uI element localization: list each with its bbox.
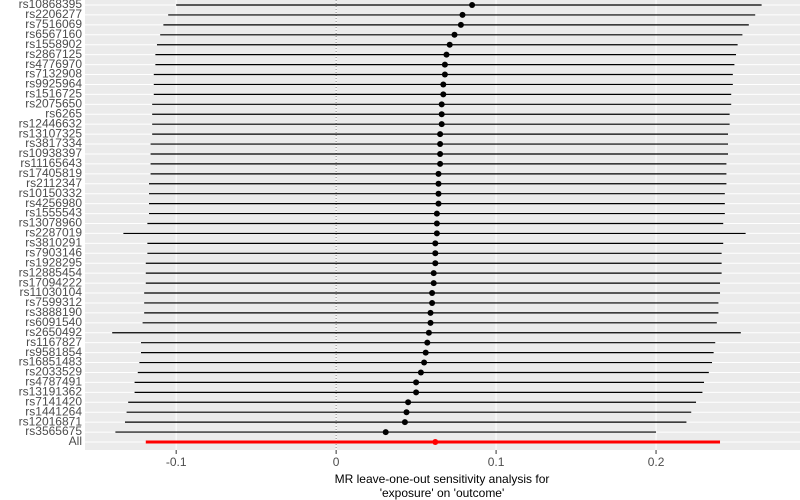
estimate-point [433, 230, 440, 237]
estimate-point [432, 250, 439, 257]
x-axis-title: MR leave-one-out sensitivity analysis fo… [335, 472, 550, 486]
y-tick-label: rs17094222 [19, 275, 83, 289]
y-tick-label: rs2075650 [25, 96, 82, 110]
y-tick-label: rs7141420 [25, 394, 82, 408]
y-tick-label: rs1441264 [25, 404, 82, 418]
estimate-point [435, 180, 442, 187]
estimate-point [437, 141, 444, 148]
x-tick-label: 0 [333, 455, 340, 469]
x-tick-label: 0.1 [488, 455, 505, 469]
estimate-point [421, 359, 428, 366]
estimate-point [432, 240, 439, 247]
estimate-point [437, 160, 444, 167]
y-tick-label: rs12885454 [19, 265, 83, 279]
estimate-point [443, 51, 450, 58]
estimate-point [427, 309, 434, 316]
estimate-point [430, 270, 437, 277]
estimate-point [413, 379, 420, 386]
y-tick-label: rs10868395 [19, 0, 83, 11]
x-tick-label: 0.2 [648, 455, 665, 469]
y-tick-label: rs2867125 [25, 47, 82, 61]
estimate-point [424, 339, 431, 346]
estimate-point [425, 329, 432, 336]
y-tick-label: rs7516069 [25, 17, 82, 31]
y-tick-label: rs16851483 [19, 355, 83, 369]
x-axis-title: 'exposure' on 'outcome' [380, 486, 505, 500]
estimate-point [440, 91, 447, 98]
y-tick-label: rs4256980 [25, 196, 82, 210]
y-tick-label: rs3817334 [25, 136, 82, 150]
y-tick-label: rs4787491 [25, 375, 82, 389]
y-tick-label: rs1928295 [25, 255, 82, 269]
estimate-point [451, 31, 458, 38]
estimate-point [435, 200, 442, 207]
y-tick-label: rs1555543 [25, 206, 82, 220]
y-tick-label: rs9925964 [25, 77, 82, 91]
y-tick-label: rs13107325 [19, 126, 83, 140]
estimate-point [429, 290, 436, 297]
y-tick-label: rs2650492 [25, 325, 82, 339]
estimate-point [435, 190, 442, 197]
y-tick-label: rs10938397 [19, 146, 83, 160]
estimate-point [438, 121, 445, 128]
y-tick-label: rs6091540 [25, 315, 82, 329]
y-tick-label: rs2287019 [25, 226, 82, 240]
estimate-point [446, 41, 453, 48]
estimate-point [438, 101, 445, 108]
y-tick-label: rs3565675 [25, 424, 82, 438]
y-tick-label: rs4776970 [25, 57, 82, 71]
y-tick-label: rs7599312 [25, 295, 82, 309]
estimate-point [413, 389, 420, 396]
estimate-point [403, 409, 410, 416]
estimate-point [440, 81, 447, 88]
y-tick-label: rs6265 [45, 106, 82, 120]
estimate-point [433, 220, 440, 227]
estimate-point [405, 399, 412, 406]
estimate-point [441, 61, 448, 68]
estimate-point [433, 210, 440, 217]
estimate-point [441, 71, 448, 78]
x-tick-label: -0.1 [166, 455, 187, 469]
estimate-point [459, 11, 466, 18]
estimate-point [422, 349, 429, 356]
y-tick-label: All [69, 434, 82, 448]
estimate-point [435, 170, 442, 177]
y-tick-label: rs13191362 [19, 385, 83, 399]
y-tick-label: rs11030104 [20, 285, 83, 299]
estimate-point [432, 260, 439, 267]
y-tick-label: rs3888190 [25, 305, 82, 319]
y-tick-label: rs11165643 [20, 156, 82, 170]
y-tick-label: rs2033529 [25, 365, 82, 379]
y-tick-label: rs3810291 [25, 236, 82, 250]
estimate-point [427, 319, 434, 326]
estimate-point [429, 299, 436, 306]
estimate-point [438, 111, 445, 118]
estimate-point [401, 419, 408, 426]
estimate-point [469, 2, 476, 8]
estimate-point [382, 429, 389, 436]
y-tick-label: rs1516725 [25, 87, 82, 101]
y-tick-label: rs12016871 [19, 414, 83, 428]
estimate-point [432, 439, 439, 445]
y-tick-label: rs2206277 [25, 7, 82, 21]
y-tick-label: rs1167827 [26, 335, 82, 349]
y-tick-label: rs2112347 [26, 176, 82, 190]
y-tick-label: rs12446632 [19, 116, 83, 130]
y-tick-label: rs7903146 [25, 245, 82, 259]
y-tick-label: rs17405819 [19, 166, 83, 180]
estimate-point [417, 369, 424, 376]
estimate-point [437, 131, 444, 138]
y-tick-label: rs10150332 [19, 186, 83, 200]
y-tick-label: rs7132908 [25, 67, 82, 81]
estimate-point [437, 150, 444, 157]
y-tick-label: rs1558902 [25, 37, 82, 51]
estimate-point [457, 21, 464, 28]
estimate-point [430, 280, 437, 287]
y-tick-label: rs6567160 [25, 27, 82, 41]
y-tick-label: rs9581854 [25, 345, 82, 359]
y-tick-label: rs13078960 [19, 216, 83, 230]
